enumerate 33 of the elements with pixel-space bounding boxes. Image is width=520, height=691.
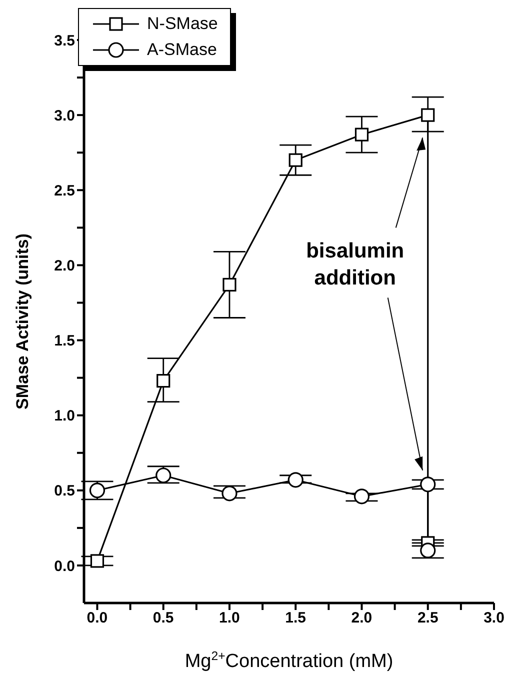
y-tick-label: 2.5 xyxy=(54,182,75,200)
point xyxy=(354,488,370,504)
point xyxy=(421,108,435,122)
point xyxy=(222,486,238,502)
point xyxy=(90,554,104,568)
y-axis-title: SMase Activity (units) xyxy=(13,233,32,410)
point xyxy=(354,128,369,142)
y-tick-label: 0.5 xyxy=(54,482,75,500)
x-tick-label: 1.0 xyxy=(219,610,240,627)
point xyxy=(420,476,436,492)
x-axis-title: Mg$^{2+}$Concentration (mM) xyxy=(184,649,394,672)
legend-label: N-SMase xyxy=(147,14,218,34)
point xyxy=(420,542,436,558)
point xyxy=(89,482,106,498)
point xyxy=(156,374,170,388)
legend-label: A-SMase xyxy=(147,40,217,60)
x-tick-label: 2.0 xyxy=(351,610,372,627)
x-tick-label: 2.5 xyxy=(417,610,438,627)
y-tick-label: 3.5 xyxy=(54,32,75,50)
y-tick-label: 2.0 xyxy=(54,258,75,275)
x-tick-label: 1.5 xyxy=(285,610,306,627)
annotation: bisalumin addition xyxy=(306,240,404,290)
y-tick-label: 1.0 xyxy=(54,408,75,425)
x-tick-label: 0.0 xyxy=(86,610,108,627)
point xyxy=(288,153,302,167)
y-tick-label: 0.0 xyxy=(54,558,75,575)
y-tick-label: 1.5 xyxy=(54,332,75,350)
point xyxy=(156,468,172,484)
point xyxy=(222,278,236,292)
point xyxy=(288,472,304,488)
x-tick-label: 0.5 xyxy=(152,610,174,627)
y-tick-label: 3.0 xyxy=(54,107,75,124)
x-tick-label: 3.0 xyxy=(484,610,504,627)
